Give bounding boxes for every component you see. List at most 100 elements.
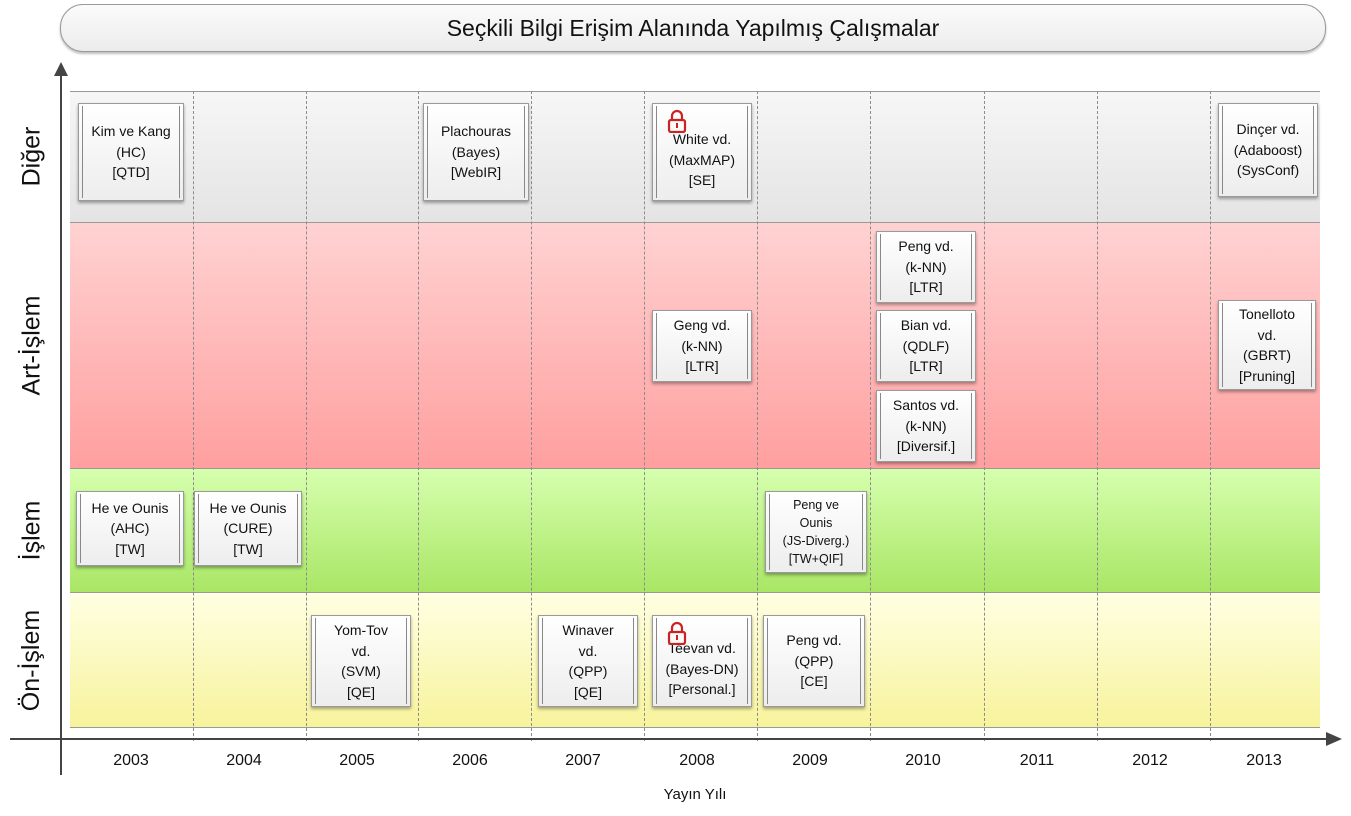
lane-label-diger: Diğer — [17, 126, 46, 187]
year-divider — [757, 91, 758, 741]
card-line: (SysConf) — [1236, 162, 1300, 179]
card-line: Peng ve — [793, 498, 839, 512]
year-divider — [531, 91, 532, 741]
study-card: Dinçer vd. (Adaboost) (SysConf) — [1218, 103, 1318, 197]
year-label: 2011 — [1019, 752, 1055, 769]
card-line: [TW] — [233, 540, 263, 557]
card-line: [SE] — [688, 172, 716, 189]
card-line: (Adaboost) — [1233, 141, 1303, 158]
card-line: He ve Ounis — [209, 499, 287, 516]
study-card: He ve Ounis (AHC) [TW] — [76, 491, 184, 566]
card-line: Plachouras — [440, 123, 512, 140]
study-card: White vd. (MaxMAP) [SE] — [652, 103, 752, 201]
study-card: Peng vd. (QPP) [CE] — [763, 615, 865, 707]
x-axis-arrow — [1326, 732, 1342, 746]
year-label: 2013 — [1246, 752, 1282, 769]
year-label: 2006 — [452, 752, 488, 769]
card-line: Dinçer vd. — [1236, 121, 1300, 138]
card-line: He ve Ounis — [91, 499, 169, 516]
study-card: Peng vd. (k-NN) [LTR] — [876, 231, 976, 303]
year-divider — [193, 91, 194, 741]
study-card: Teevan vd. (Bayes-DN) [Personal.] — [652, 615, 752, 707]
study-card: Peng ve Ounis (JS-Diverg.) [TW+QIF] — [765, 491, 867, 573]
x-axis — [10, 738, 1328, 740]
diagram-title: Seçkili Bilgi Erişim Alanında Yapılmış Ç… — [60, 4, 1326, 52]
card-line: (Bayes) — [451, 143, 501, 160]
card-line: (JS-Diverg.) — [782, 534, 850, 548]
year-divider — [984, 91, 985, 741]
card-line: Peng vd. — [898, 238, 954, 255]
year-divider — [1097, 91, 1098, 741]
card-line: Geng vd. — [673, 317, 731, 334]
card-line: [QE] — [573, 683, 602, 700]
card-line: (QPP) — [794, 652, 834, 669]
lane-label-on-islem: Ön-İşlem — [17, 609, 46, 711]
card-line: (k-NN) — [905, 417, 947, 434]
card-line: (AHC) — [110, 520, 150, 537]
card-line: [LTR] — [909, 358, 943, 375]
card-line: (MaxMAP) — [668, 151, 736, 168]
year-label: 2007 — [565, 752, 601, 769]
card-line: (Bayes-DN) — [665, 660, 739, 677]
card-line: Kim ve Kang — [91, 123, 171, 140]
study-card: Santos vd. (k-NN) [Diversif.] — [876, 390, 976, 462]
year-label: 2012 — [1132, 752, 1168, 769]
card-line: [Personal.] — [668, 681, 736, 698]
lock-icon — [667, 621, 687, 645]
card-line: (QDLF) — [902, 337, 950, 354]
card-line: [LTR] — [685, 358, 719, 375]
card-line: (QPP) — [568, 663, 608, 679]
card-line: (SVM) — [341, 663, 381, 679]
card-line: Tonelloto — [1238, 306, 1296, 322]
study-card: Geng vd. (k-NN) [LTR] — [652, 310, 752, 382]
year-divider — [870, 91, 871, 741]
study-card: Plachouras (Bayes) [WebIR] — [423, 103, 529, 201]
y-axis-arrow — [54, 62, 68, 76]
year-divider — [306, 91, 307, 741]
year-label: 2010 — [905, 752, 941, 769]
year-label: 2004 — [226, 752, 262, 769]
card-line: [QE] — [346, 683, 375, 700]
card-line: [Diversif.] — [896, 438, 956, 455]
card-line: Ounis — [799, 516, 833, 530]
card-line: [LTR] — [909, 279, 943, 296]
year-label: 2003 — [113, 752, 149, 769]
card-line: White vd. — [672, 131, 732, 148]
card-line: [TW] — [115, 540, 145, 557]
study-card: Winaver vd. (QPP) [QE] — [538, 615, 638, 707]
card-line: Bian vd. — [900, 317, 952, 334]
card-line: (GBRT) — [1243, 347, 1291, 363]
card-line: (k-NN) — [905, 258, 947, 275]
lane-label-islem: İşlem — [17, 500, 46, 560]
study-card: He ve Ounis (CURE) [TW] — [194, 491, 302, 566]
x-axis-label: Yayın Yılı — [663, 786, 727, 803]
card-line: vd. — [1257, 326, 1277, 343]
study-card: Bian vd. (QDLF) [LTR] — [876, 310, 976, 382]
card-line: Santos vd. — [892, 397, 960, 414]
card-line: [WebIR] — [450, 164, 502, 181]
card-line: [Pruning] — [1238, 367, 1296, 384]
year-label: 2008 — [679, 752, 715, 769]
card-line: Peng vd. — [786, 632, 842, 649]
y-axis — [60, 70, 62, 775]
card-line: [CE] — [800, 673, 828, 690]
year-divider — [418, 91, 419, 741]
lane-label-art-islem: Art-İşlem — [17, 295, 46, 395]
year-divider — [644, 91, 645, 741]
card-line: (CURE) — [223, 520, 273, 537]
card-line: Yom-Tov — [334, 622, 388, 638]
year-label: 2005 — [339, 752, 375, 769]
study-card: Yom-Tov vd. (SVM) [QE] — [311, 615, 411, 707]
card-line: vd. — [351, 642, 371, 659]
card-line: [QTD] — [112, 164, 150, 181]
card-line: (k-NN) — [681, 337, 723, 354]
card-line: (HC) — [116, 143, 146, 160]
year-label: 2009 — [792, 752, 828, 769]
card-line: Winaver — [562, 622, 614, 638]
study-card: Kim ve Kang (HC) [QTD] — [78, 103, 184, 201]
study-card: Tonelloto vd. (GBRT) [Pruning] — [1218, 300, 1316, 390]
year-divider — [1210, 91, 1211, 741]
card-line: [TW+QIF] — [788, 552, 844, 566]
card-line: vd. — [578, 642, 598, 659]
lock-icon — [667, 109, 687, 133]
